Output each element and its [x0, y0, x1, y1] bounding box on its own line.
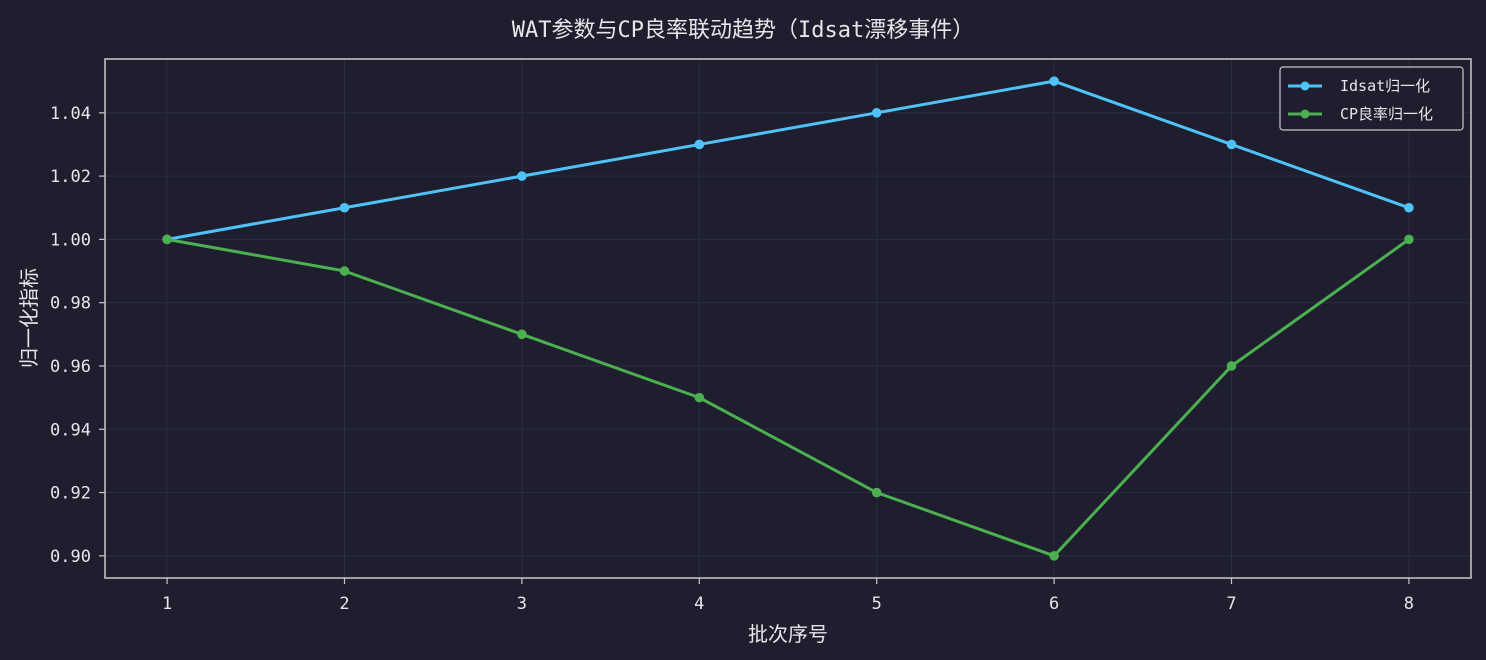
- data-point: [1049, 76, 1059, 86]
- legend-item: Idsat归一化: [1288, 77, 1430, 95]
- y-tick-label: 0.92: [50, 484, 91, 504]
- data-point: [339, 202, 350, 213]
- data-point: [162, 234, 172, 245]
- legend-item: CP良率归一化: [1288, 105, 1433, 123]
- y-tick-label: 1.02: [50, 167, 91, 187]
- series-layer: [162, 76, 1414, 561]
- y-tick-label: 0.96: [50, 357, 91, 377]
- data-point: [694, 139, 705, 150]
- legend-swatch-marker: [1300, 81, 1310, 91]
- x-tick-label: 6: [1049, 594, 1059, 614]
- x-tick-label: 2: [339, 594, 349, 614]
- y-axis-label: 归一化指标: [17, 268, 41, 368]
- series-2: [162, 234, 1414, 561]
- data-point: [1226, 361, 1237, 371]
- series-line: [165, 79, 1411, 241]
- x-tick-label: 4: [694, 594, 704, 614]
- legend-swatch-marker: [1300, 109, 1310, 119]
- data-point: [517, 171, 527, 181]
- data-point: [1226, 139, 1237, 150]
- legend-label: Idsat归一化: [1340, 77, 1430, 95]
- y-tick-label: 1.00: [50, 230, 91, 250]
- y-tick-label: 0.98: [50, 294, 91, 314]
- x-tick-label: 1: [162, 594, 172, 614]
- data-point: [1404, 234, 1414, 245]
- legend: Idsat归一化 CP良率归一化: [1279, 66, 1464, 131]
- legend-box: [1279, 66, 1464, 131]
- x-axis-label: 批次序号: [748, 622, 828, 646]
- grid-layer: [105, 59, 1471, 578]
- x-tick-label: 7: [1226, 594, 1236, 614]
- data-point: [694, 392, 705, 403]
- data-point: [339, 266, 350, 276]
- x-axis-ticks: 1 2 3 4 5 6 7 8: [162, 578, 1414, 614]
- x-tick-label: 8: [1404, 594, 1414, 614]
- y-axis-ticks: 0.90 0.92 0.94 0.96 0.98 1.00 1.02 1.04: [50, 104, 105, 567]
- y-tick-label: 0.94: [50, 420, 91, 440]
- x-tick-label: 3: [517, 594, 527, 614]
- y-tick-label: 0.90: [50, 547, 91, 567]
- plot-frame: [104, 58, 1472, 579]
- series-line: [165, 237, 1411, 558]
- y-tick-label: 1.04: [50, 104, 91, 124]
- data-point: [1049, 551, 1059, 561]
- legend-label: CP良率归一化: [1340, 105, 1433, 123]
- chart-title: WAT参数与CP良率联动趋势（Idsat漂移事件）: [512, 18, 974, 43]
- data-point: [517, 329, 527, 340]
- x-tick-label: 5: [872, 594, 882, 614]
- data-point: [871, 487, 882, 498]
- data-point: [871, 107, 882, 118]
- data-point: [1404, 202, 1414, 213]
